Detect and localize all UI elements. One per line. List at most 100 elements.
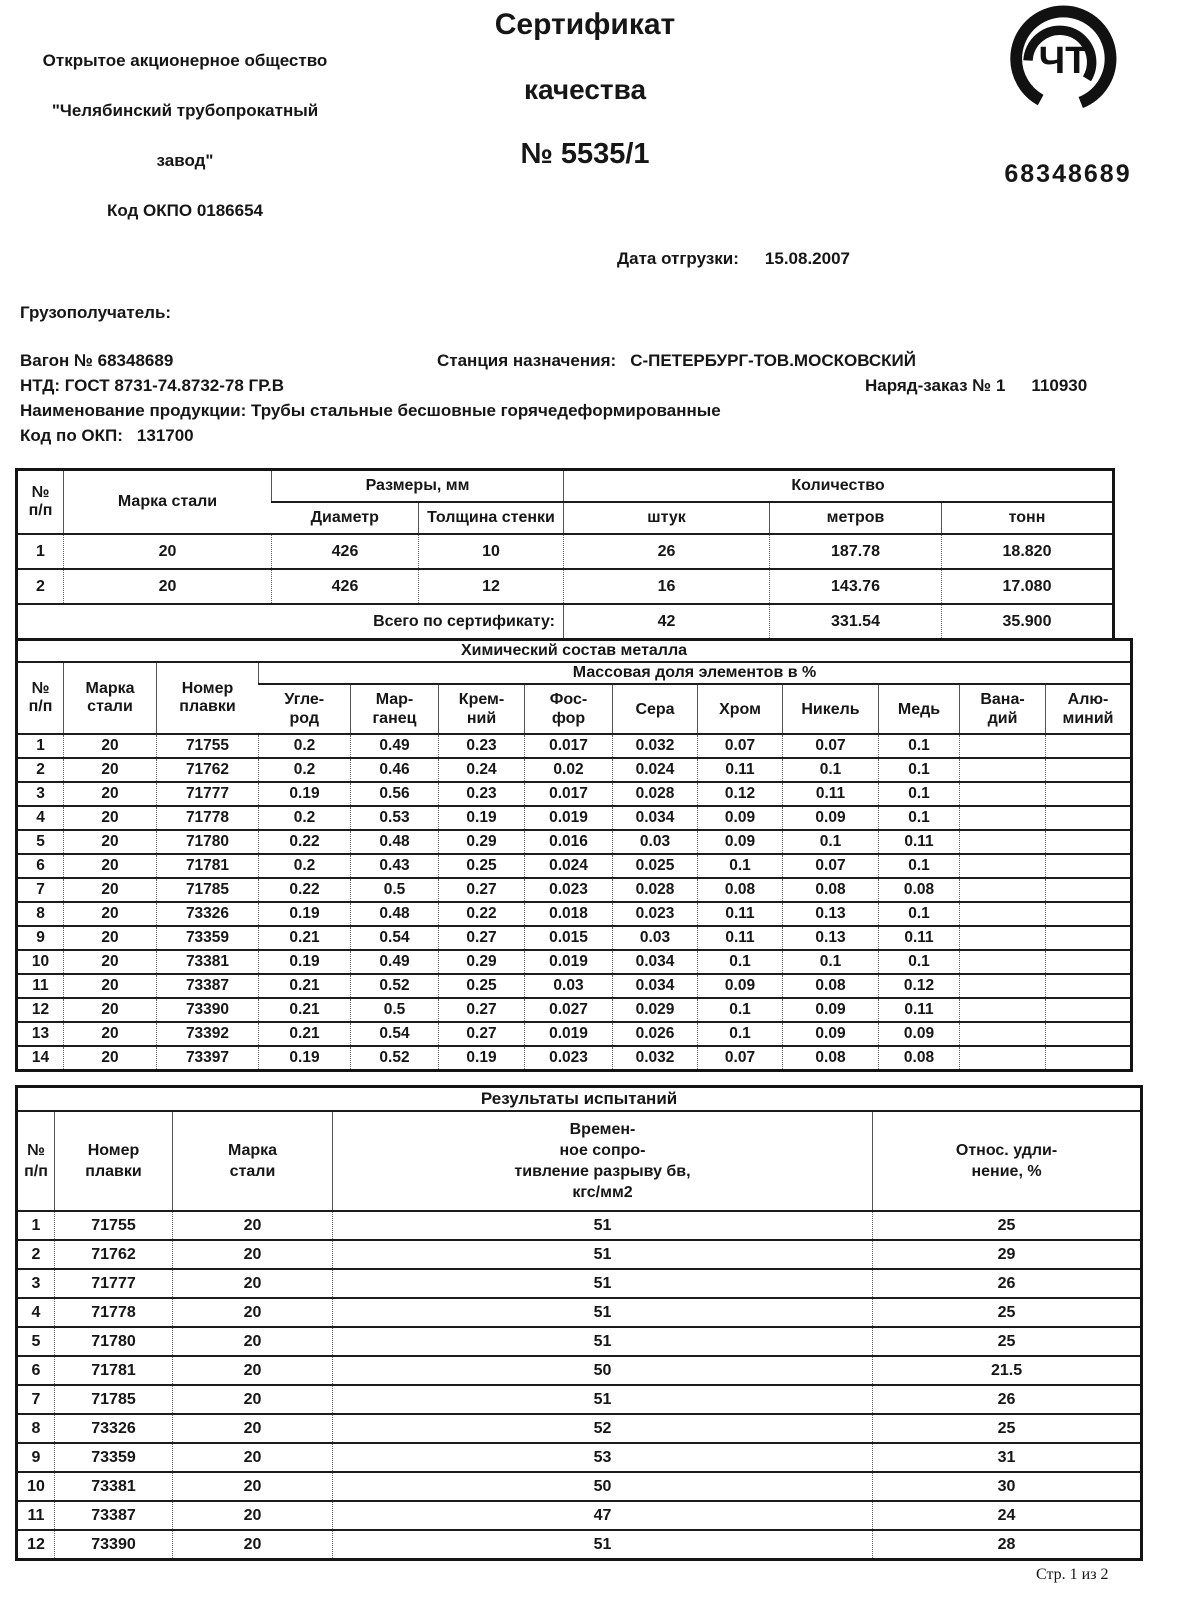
ship-date-line: Дата отгрузки: 15.08.2007	[617, 249, 850, 269]
chem-col-steel-grade: Марка стали	[63, 661, 157, 734]
res-col-num: № п/п	[16, 1110, 55, 1211]
chem-col-heat-number: Номер плавки	[156, 661, 259, 734]
table-cell: 0.2	[258, 805, 351, 830]
chem-col-group-mass-fraction: Массовая доля элементов в %	[257, 661, 1132, 684]
table-cell: 0.52	[350, 973, 439, 998]
table-cell	[959, 1021, 1046, 1046]
table-cell: 0.08	[697, 877, 783, 902]
table-cell: 5	[16, 829, 64, 854]
table-cell: 0.1	[782, 829, 879, 854]
table-cell: 0.015	[524, 925, 613, 950]
table-cell: 20	[172, 1471, 333, 1501]
table-cell	[959, 733, 1046, 758]
table-cell: 8	[16, 901, 64, 926]
table-row: 8 20 73326 0.19 0.48 0.22 0.018 0.023 0.11 0.13 0.…	[16, 901, 1132, 926]
table-cell	[1044, 925, 1132, 950]
table-cell: 0.19	[258, 1045, 351, 1071]
wagon-number-stamp: 68348689	[1004, 160, 1132, 188]
table-cell: 0.024	[524, 853, 613, 878]
table-cell: 0.11	[697, 925, 783, 950]
table-cell: 0.11	[782, 781, 879, 806]
table-cell: 0.23	[438, 781, 525, 806]
table-cell: 0.21	[258, 973, 351, 998]
table-cell: 20	[172, 1413, 333, 1443]
table-cell: 0.09	[782, 997, 879, 1022]
table-cell: 0.19	[258, 781, 351, 806]
table-cell: 0.21	[258, 997, 351, 1022]
table-cell: 0.023	[612, 901, 698, 926]
table-row: 2 20 426 12 16 143.76 17.080	[16, 568, 1114, 604]
table-cell	[959, 1045, 1046, 1071]
table-cell: 0.034	[612, 805, 698, 830]
table-cell: 0.11	[697, 757, 783, 782]
col-header-steel-grade: Марка стали	[63, 469, 272, 534]
table-cell: 0.032	[612, 1045, 698, 1071]
chem-col-sulfur: Сера	[612, 683, 698, 734]
table-cell: 20	[63, 877, 157, 902]
table-cell: 73359	[156, 925, 259, 950]
table-cell: 73381	[156, 949, 259, 974]
table-cell: 10	[16, 1471, 55, 1501]
table-cell: 26	[563, 533, 770, 569]
table-cell: 0.29	[438, 949, 525, 974]
table-cell: 10	[418, 533, 564, 569]
table-cell: 20	[172, 1442, 333, 1472]
col-group-quantity: Количество	[563, 469, 1114, 502]
table-cell: 20	[172, 1384, 333, 1414]
table-cell: 71780	[156, 829, 259, 854]
table-cell: 18.820	[941, 533, 1114, 569]
table-cell: 0.034	[612, 949, 698, 974]
table-cell: 0.09	[782, 805, 879, 830]
table-cell: 51	[332, 1326, 873, 1356]
table-cell	[1044, 829, 1132, 854]
table-cell: 0.017	[524, 781, 613, 806]
table-cell: 20	[172, 1500, 333, 1530]
table-cell: 0.11	[878, 997, 960, 1022]
results-table-title: Результаты испытаний	[480, 1089, 678, 1108]
table-cell: 51	[332, 1268, 873, 1298]
table-cell: 29	[871, 1239, 1142, 1269]
table-cell: 0.029	[612, 997, 698, 1022]
table-cell: 7	[16, 877, 64, 902]
table-cell: 0.1	[878, 949, 960, 974]
table-cell: 0.1	[782, 949, 879, 974]
table-cell: 0.02	[524, 757, 613, 782]
table-cell	[1044, 997, 1132, 1022]
table-cell: 20	[63, 901, 157, 926]
table-cell: 0.09	[878, 1021, 960, 1046]
table-cell: 51	[332, 1384, 873, 1414]
table-cell: 51	[332, 1297, 873, 1327]
table-row: 10 20 73381 0.19 0.49 0.29 0.019 0.034 0.1 0.1 0.1	[16, 949, 1132, 974]
table-cell: 73387	[156, 973, 259, 998]
table-cell: 0.023	[524, 877, 613, 902]
col-group-sizes: Размеры, мм	[271, 469, 564, 502]
table-cell: 0.53	[350, 805, 439, 830]
table-cell: 1	[16, 1210, 55, 1240]
table-cell: 0.08	[782, 877, 879, 902]
table-cell: 73326	[54, 1413, 173, 1443]
chem-col-manganese: Мар- ганец	[350, 683, 439, 734]
table-cell: 0.1	[878, 757, 960, 782]
okp-value: 131700	[136, 426, 194, 445]
table-row: 1 71755 20 51 25	[16, 1210, 1142, 1240]
table-cell: 71785	[54, 1384, 173, 1414]
table-cell: 0.1	[878, 733, 960, 758]
table-cell: 20	[63, 925, 157, 950]
table-cell: 9	[16, 925, 64, 950]
table-cell: 0.11	[878, 925, 960, 950]
table-row: 13 20 73392 0.21 0.54 0.27 0.019 0.026 0.1 0.09 0.…	[16, 1021, 1132, 1046]
table-row: 1 20 71755 0.2 0.49 0.23 0.017 0.032 0.07 0.07 0.1	[16, 733, 1132, 758]
table-row: 1 20 426 10 26 187.78 18.820	[16, 533, 1114, 569]
ntd-line: НТД: ГОСТ 8731-74.8732-78 ГР.В	[20, 376, 284, 395]
page-title-line2: качества	[523, 74, 647, 105]
table-cell: 20	[63, 533, 272, 569]
table-cell: 71778	[54, 1297, 173, 1327]
table-cell: 71777	[156, 781, 259, 806]
table-cell: 71777	[54, 1268, 173, 1298]
table-cell: 16	[563, 568, 770, 604]
table-cell: 0.07	[697, 1045, 783, 1071]
table-cell: 25	[871, 1297, 1142, 1327]
table-row: 4 20 71778 0.2 0.53 0.19 0.019 0.034 0.09 0.09 0.1	[16, 805, 1132, 830]
table-cell: 0.1	[878, 853, 960, 878]
